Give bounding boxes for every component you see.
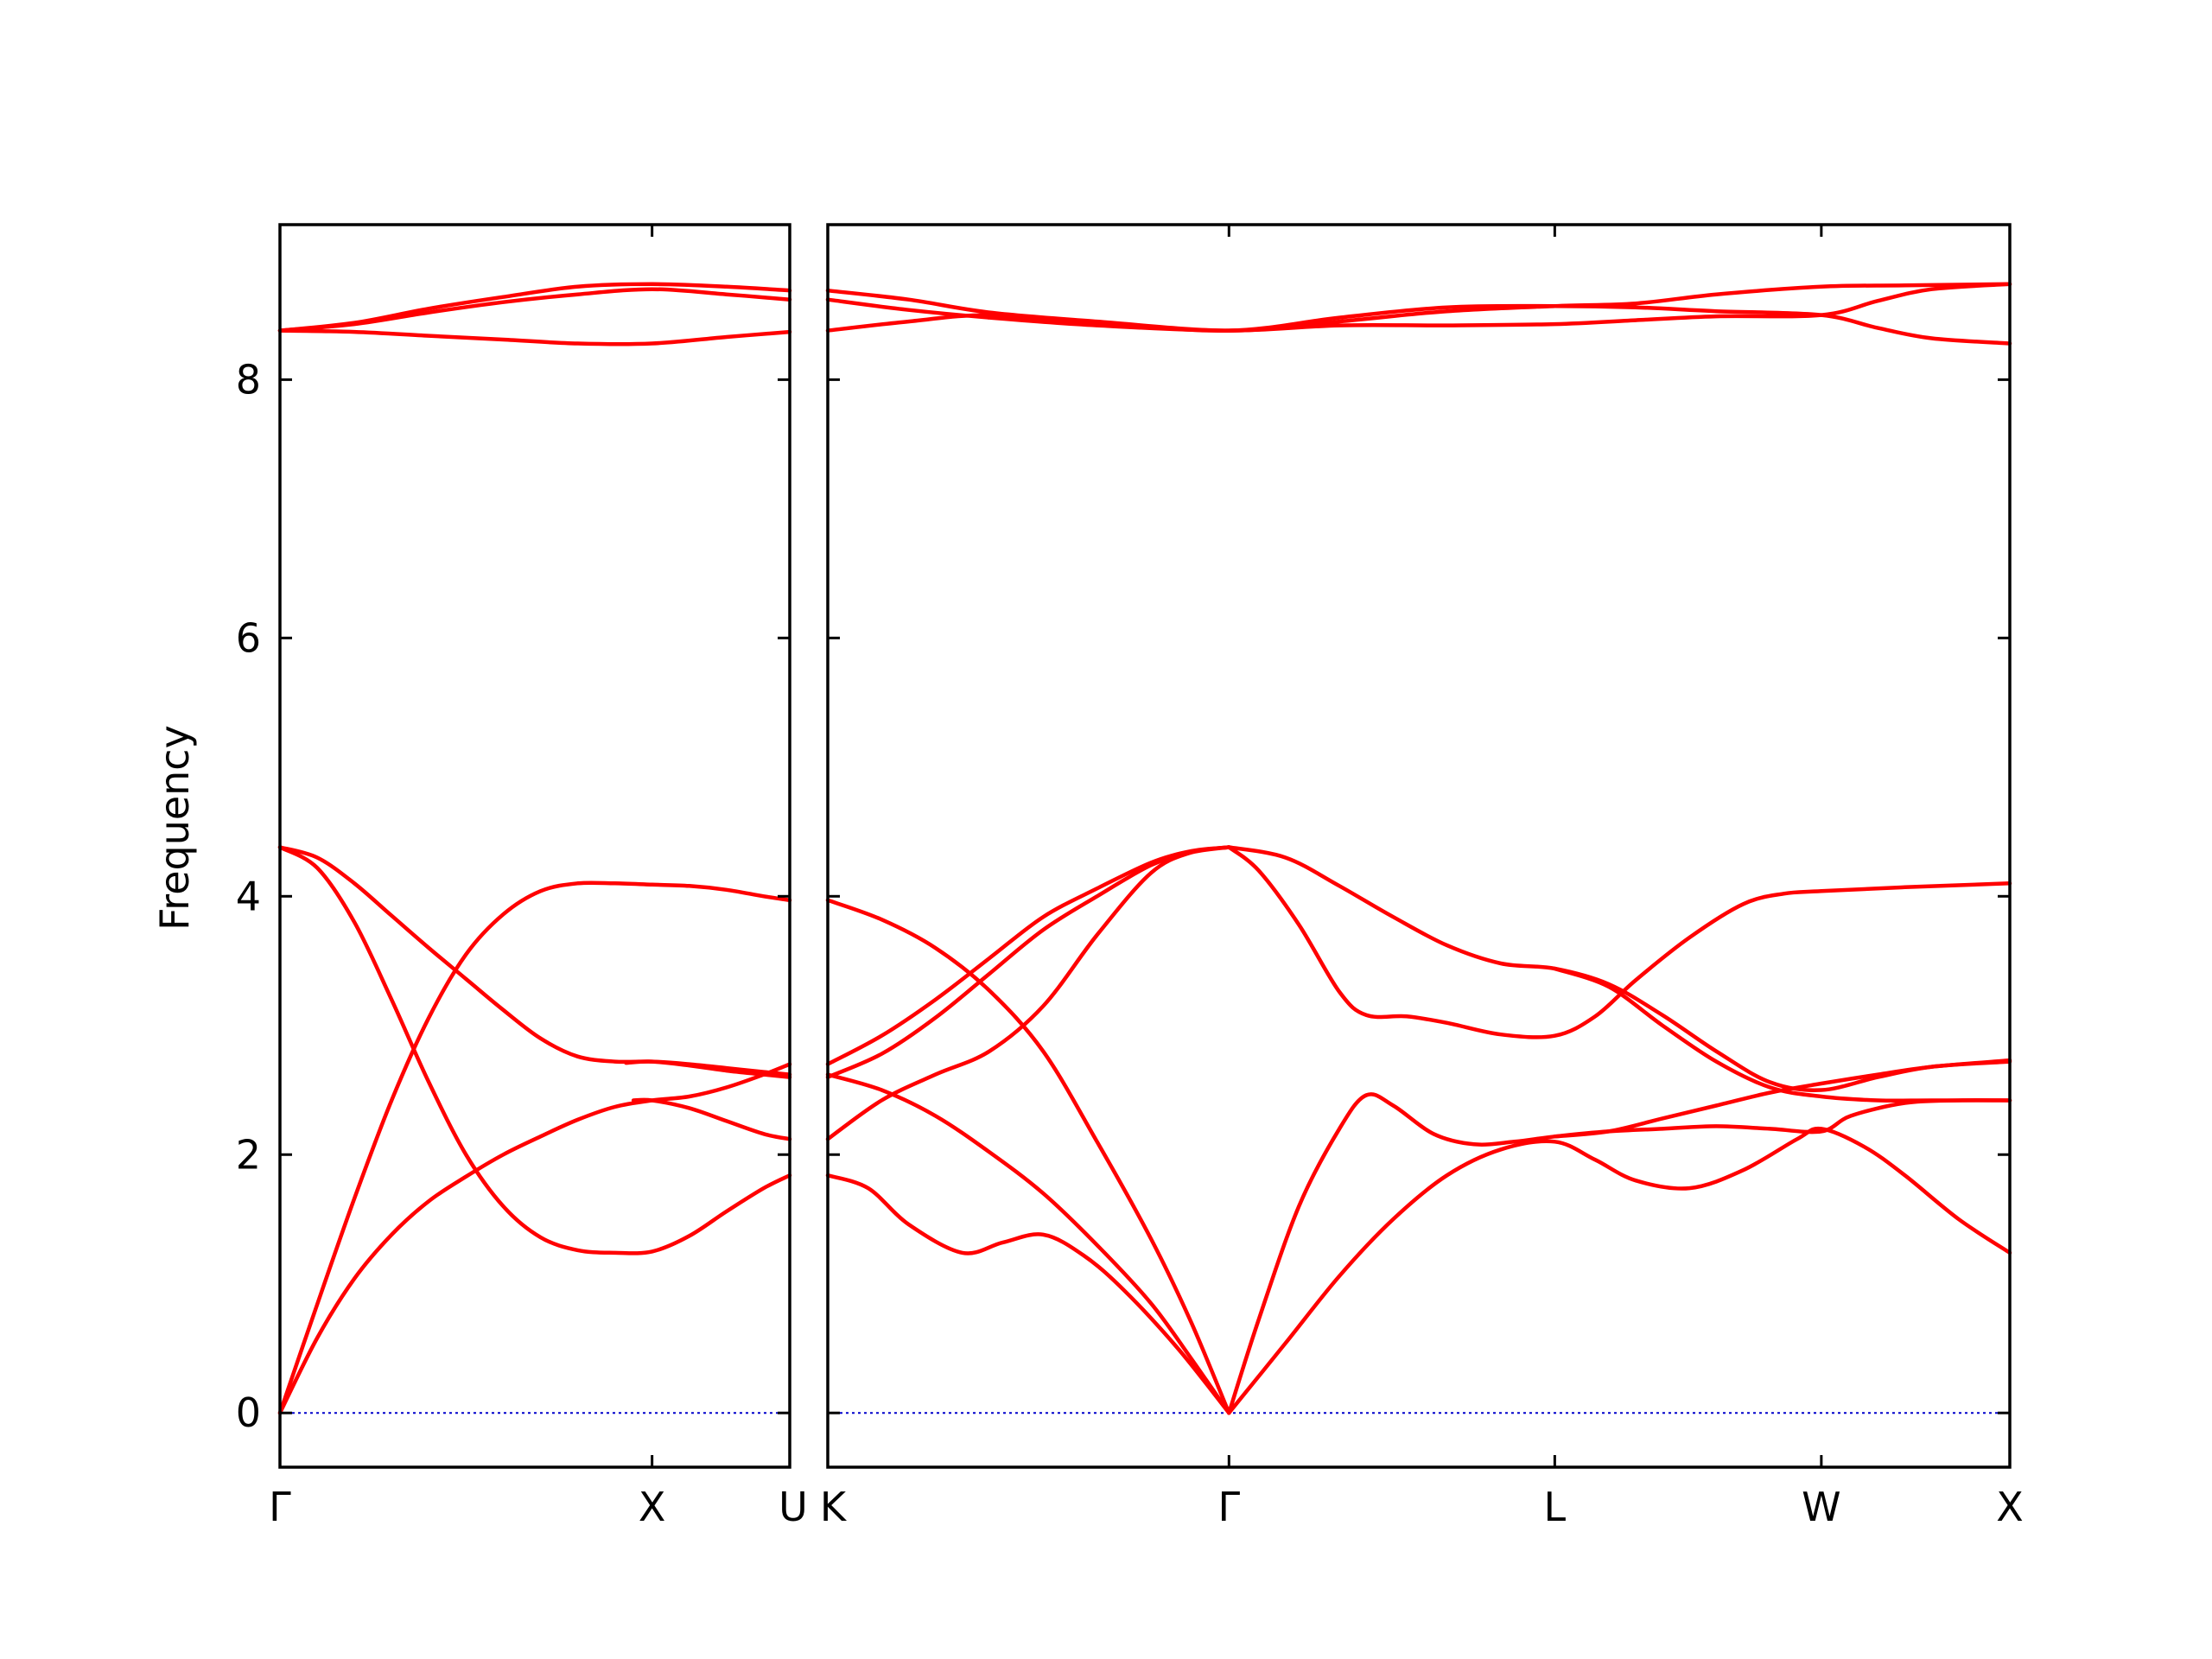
axes-frame-right [826, 223, 2012, 1469]
x-tick-label: X [1996, 1484, 2024, 1530]
band-right-6 [825, 845, 1231, 1066]
y-tick-label: 8 [236, 356, 261, 403]
band-left-8 [277, 287, 792, 333]
band-right-3 [825, 1173, 1231, 1415]
band-left-2 [277, 1062, 792, 1415]
x-tick-label: W [1802, 1484, 1840, 1530]
band-right-10 [1227, 1092, 2012, 1415]
x-tick-label: K [820, 1484, 848, 1530]
band-left-1 [277, 880, 792, 1415]
band-left-3 [277, 845, 792, 1077]
x-tick-label: Γ [269, 1484, 291, 1530]
y-tick-label: 6 [236, 614, 261, 661]
band-left-4 [277, 845, 792, 1255]
y-tick-label: 0 [236, 1389, 261, 1436]
band-right-15 [825, 303, 2012, 346]
band-left-6 [631, 1097, 792, 1141]
band-right-14 [825, 282, 2012, 333]
band-right-8 [1227, 845, 2012, 1092]
y-tick-label: 4 [236, 873, 261, 919]
band-right-12 [1553, 1058, 2012, 1139]
axes-frame-left [278, 223, 791, 1469]
y-tick-label: 2 [236, 1131, 261, 1178]
x-tick-label: X [639, 1484, 666, 1530]
y-axis-label: Frequency [151, 725, 198, 931]
x-tick-label: L [1544, 1484, 1567, 1530]
band-right-1 [825, 898, 1231, 1415]
x-tick-label: Γ [1217, 1484, 1240, 1530]
left-panel: 0 2 4 6 8 Γ X U [236, 223, 808, 1530]
band-right-2 [825, 1072, 1231, 1415]
band-right-11 [1227, 1126, 2012, 1415]
x-tick-label: U [779, 1484, 808, 1530]
band-left-9 [277, 328, 792, 346]
band-left-5 [624, 1059, 792, 1079]
band-right-7 [1227, 845, 2012, 1039]
